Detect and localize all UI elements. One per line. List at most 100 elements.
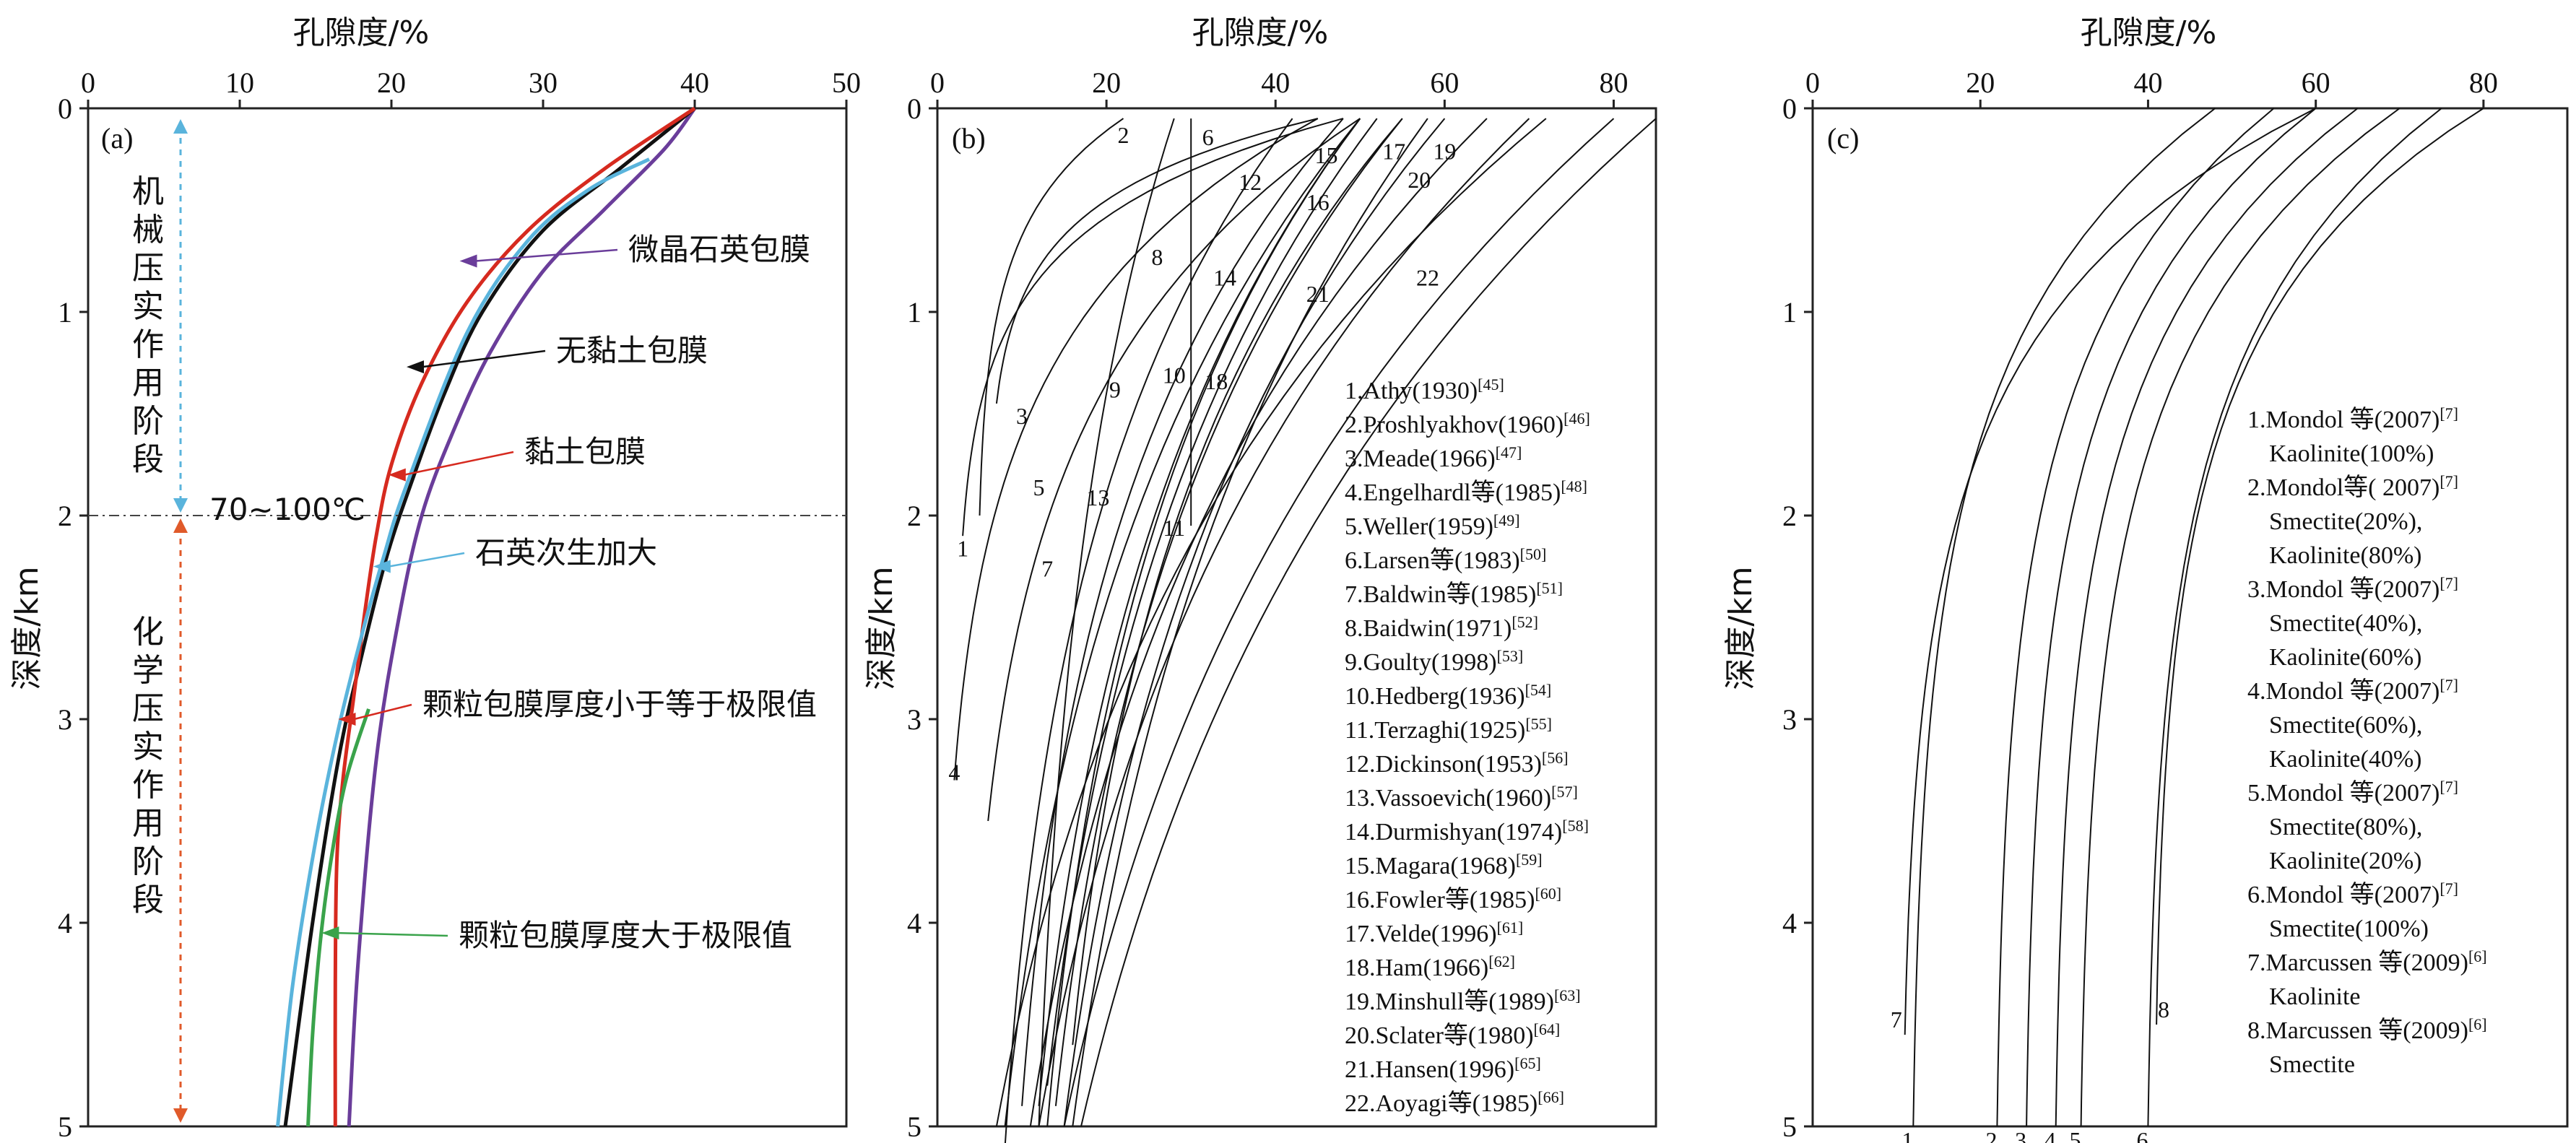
legend-entry: 9.Goulty(1998)[53]: [1345, 647, 1523, 676]
legend-entry-head: 2.Mondol等( 2007)[7]: [2247, 472, 2458, 501]
annotation-arrow: [337, 931, 448, 937]
panel-b-frame: [936, 107, 1657, 1128]
series-number-label: 2: [1118, 122, 1129, 148]
x-tick-label: 40: [1261, 66, 1290, 99]
series-line: [1072, 118, 1428, 1127]
panel-a-label: (a): [101, 122, 133, 155]
legend-entry: 21.Hansen(1996)[65]: [1345, 1054, 1541, 1083]
legend-entry-line: Smectite(80%),: [2269, 814, 2422, 840]
annotation-arrow: [475, 248, 618, 262]
y-tick-label: 5: [1782, 1111, 1797, 1143]
legend-entry: 17.Velde(1996)[61]: [1345, 918, 1523, 947]
legend-entry-line: Smectite(100%): [2269, 916, 2429, 942]
series-line: [1996, 108, 2275, 1127]
legend-entry-line: Kaolinite: [2269, 983, 2361, 1010]
series-line: [995, 118, 1547, 1127]
legend-entry: 1.Athy(1930)[45]: [1345, 375, 1504, 404]
series-number-label: 1: [1901, 1127, 1913, 1143]
y-tick-label: 2: [907, 500, 921, 532]
x-tick-label: 20: [1966, 66, 1995, 99]
series-number-label: 21: [1306, 281, 1330, 307]
legend-entry-head: 6.Mondol 等(2007)[7]: [2247, 879, 2458, 908]
series-number-label: 7: [1891, 1007, 1902, 1033]
annotation-arrow: [422, 349, 546, 368]
panel-a-curves: [276, 106, 697, 1127]
legend-entry-head: 8.Marcussen 等(2009)[6]: [2247, 1015, 2487, 1044]
series-line: [1063, 118, 1446, 1127]
series-line: [1046, 118, 1378, 1086]
legend-entry-head: 5.Mondol 等(2007)[7]: [2247, 778, 2458, 807]
series-line: [1046, 118, 1361, 1127]
annotation-label: 微晶石英包膜: [628, 232, 810, 267]
y-tick-label: 0: [58, 92, 72, 125]
legend-entry-line: Kaolinite(20%): [2269, 848, 2422, 874]
series-number-label: 16: [1306, 189, 1330, 215]
legend-entry: 15.Magara(1968)[59]: [1345, 851, 1543, 879]
series-number-label: 4: [948, 760, 960, 786]
y-tick-label: 4: [907, 907, 921, 939]
legend-entry-head: 1.Mondol 等(2007)[7]: [2247, 404, 2458, 433]
series-line: [1080, 118, 1657, 1127]
x-tick-label: 80: [2469, 66, 2498, 99]
legend-entry: 13.Vassoevich(1960)[57]: [1345, 783, 1578, 812]
series-line: [2055, 108, 2359, 1127]
legend-entry: 7.Baldwin等(1985)[51]: [1345, 579, 1563, 608]
panel-c-legend: 1.Mondol 等(2007)[7] Kaolinite(100%) 2.Mond…: [2247, 404, 2487, 1078]
series-number-label: 3: [1016, 403, 1028, 429]
y-tick-label: 1: [907, 296, 921, 329]
series-number-label: 14: [1213, 264, 1236, 290]
legend-entry-line: Smectite(60%),: [2269, 712, 2422, 739]
legend-entry-head: 4.Mondol 等(2007)[7]: [2247, 676, 2458, 705]
series-number-label: 20: [1408, 167, 1431, 193]
legend-entry-line: Smectite: [2269, 1051, 2355, 1078]
series-number-label: 5: [1033, 474, 1044, 500]
series-number-label: 6: [1202, 124, 1214, 150]
annotation-arrow-head: [388, 468, 406, 482]
legend-entry-line: Smectite(40%),: [2269, 610, 2422, 637]
annotation-label: 无黏土包膜: [556, 333, 708, 368]
y-tick-label: 0: [907, 92, 921, 125]
legend-entry-line: Kaolinite(60%): [2269, 644, 2422, 671]
series-number-label: 6: [2136, 1127, 2148, 1143]
series-line: [1004, 118, 1361, 1127]
x-tick-label: 0: [81, 66, 95, 99]
series-line: [1072, 118, 1403, 1046]
legend-entry: 14.Durmishyan(1974)[58]: [1345, 817, 1589, 846]
panel-a-frame: [87, 107, 848, 1128]
panel-b-label: (b): [952, 122, 986, 155]
series-line: [953, 118, 1319, 781]
x-tick-label: 20: [1092, 66, 1121, 99]
annotation-label: 黏土包膜: [524, 434, 646, 469]
panel-a: (a) 孔隙度/% 深度/km 0 10 20 30 40 50 0 1 2 3 4 5 70~100…: [9, 14, 861, 1143]
series-line: [2026, 108, 2317, 1127]
series-number-label: 9: [1109, 376, 1121, 402]
x-tick-label: 30: [529, 66, 558, 99]
series-line: [306, 708, 370, 1127]
stage-lower-label: 化学压实作用阶段: [132, 614, 164, 918]
legend-entry: 3.Meade(1966)[47]: [1345, 443, 1522, 472]
series-line: [1029, 118, 1488, 1127]
annotation-arrow: [354, 703, 412, 721]
legend-entry: 6.Larsen等(1983)[50]: [1345, 545, 1546, 574]
panel-c-xlabel: 孔隙度/%: [2081, 14, 2217, 51]
series-number-label: 8: [1151, 244, 1163, 270]
series-line: [995, 118, 1319, 404]
panel-a-annotations: 微晶石英包膜无黏土包膜黏土包膜石英次生加大颗粒包膜厚度小于等于极限值颗粒包膜厚度…: [321, 232, 817, 953]
series-line: [1004, 118, 1293, 1143]
series-line: [1038, 118, 1361, 1106]
series-line: [2147, 108, 2442, 1127]
threshold-label: 70~100℃: [209, 492, 365, 527]
legend-entry: 19.Minshull等(1989)[63]: [1345, 986, 1581, 1015]
series-line: [987, 118, 1361, 822]
panel-a-ylabel: 深度/km: [9, 566, 45, 690]
panel-b-legend: 1.Athy(1930)[45] 2.Proshlyakhov(1960)[46]…: [1345, 375, 1590, 1117]
series-line: [283, 107, 696, 1127]
panel-c-frame: [1811, 107, 2569, 1128]
series-number-label: 13: [1086, 484, 1109, 510]
panel-a-ticks: 0 10 20 30 40 50 0 1 2 3 4 5: [58, 66, 861, 1143]
x-tick-label: 10: [225, 66, 254, 99]
x-tick-label: 40: [2133, 66, 2162, 99]
legend-entry-head: 7.Marcussen 等(2009)[6]: [2247, 947, 2487, 976]
